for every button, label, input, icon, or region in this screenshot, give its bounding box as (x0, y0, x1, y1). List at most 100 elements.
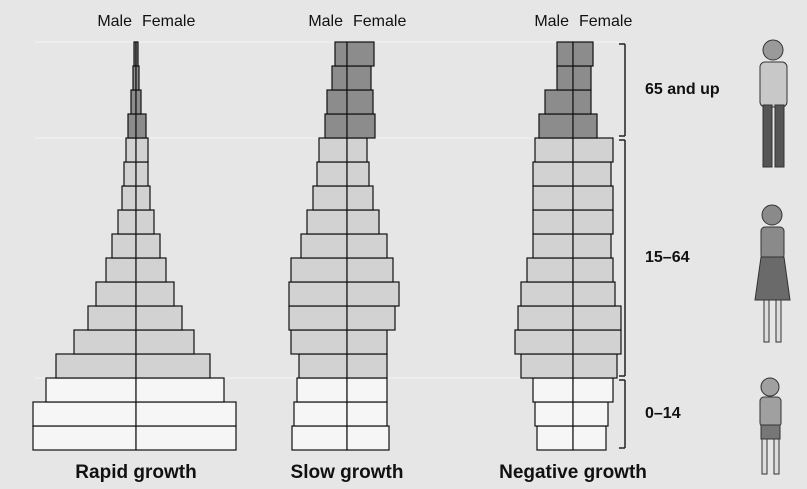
legend-male: Male (308, 13, 343, 30)
pyramid-bar (56, 354, 136, 378)
legend-male: Male (534, 13, 569, 30)
pyramid-bar (136, 306, 182, 330)
pyramid-bar (136, 354, 210, 378)
pyramid-bar (319, 138, 347, 162)
pyramid-bar (347, 354, 387, 378)
pyramid-bar (573, 210, 613, 234)
pyramid-bar (347, 114, 375, 138)
pyramid-bar (347, 210, 379, 234)
figure: 0–14 15–64 65 and up Male Female Rapid growth… (0, 0, 807, 489)
pyramid-bar (533, 186, 573, 210)
pyramid-bar (292, 426, 347, 450)
pyramid-bar (535, 138, 573, 162)
pyramid-bar (299, 354, 347, 378)
pyramid-bar (573, 282, 615, 306)
pyramid-bar (332, 66, 347, 90)
pyramid-bar (136, 330, 194, 354)
pyramid-bar (537, 426, 573, 450)
pyramid-bar (347, 234, 387, 258)
pyramid-bar (557, 66, 573, 90)
pyramid-bar (573, 42, 593, 66)
pyramid-bar (573, 426, 606, 450)
pyramid-bar (347, 426, 389, 450)
pyramid-bar (294, 402, 347, 426)
legend-female: Female (142, 13, 195, 30)
pyramid-bar (347, 42, 374, 66)
pyramid-bar (347, 282, 399, 306)
pyramid-bar (131, 90, 136, 114)
pyramid-bar (136, 42, 138, 66)
pyramid-bar (136, 402, 236, 426)
pyramid-bar (136, 90, 141, 114)
pyramid-bar (46, 378, 136, 402)
pyramid-bar (573, 234, 611, 258)
pyramid-bar (533, 162, 573, 186)
pyramid-bar (539, 114, 573, 138)
pyramid-bar (136, 378, 224, 402)
pyramid-bar (136, 114, 146, 138)
pyramid-bar (347, 90, 373, 114)
pyramid-bar (96, 282, 136, 306)
pyramid-bar (573, 114, 597, 138)
pyramid-bar (136, 234, 160, 258)
pyramid-bar (535, 402, 573, 426)
pyramid-bar (573, 138, 613, 162)
pyramid-bar (347, 306, 395, 330)
pyramid-bar (573, 378, 613, 402)
chart-title: Negative growth (499, 462, 647, 483)
pyramid-bar (573, 402, 608, 426)
age-group-label: 15–64 (645, 249, 690, 266)
pyramid-bar (327, 90, 347, 114)
pyramid-bar (347, 66, 371, 90)
pyramid-bar (301, 234, 347, 258)
chart-title: Rapid growth (75, 462, 196, 483)
pyramid-bar (325, 114, 347, 138)
pyramid-bar (128, 114, 136, 138)
pyramid-bar (521, 282, 573, 306)
pyramid-bar (573, 258, 613, 282)
pyramid-bar (297, 378, 347, 402)
pyramid-bar (118, 210, 136, 234)
age-group-label: 65 and up (645, 81, 720, 98)
pyramid-bar (136, 138, 148, 162)
pyramid-bar (347, 138, 367, 162)
pyramid-bar (106, 258, 136, 282)
pyramid-bar (289, 282, 347, 306)
legend-male: Male (97, 13, 132, 30)
pyramid-bar (33, 402, 136, 426)
pyramid-bar (527, 258, 573, 282)
page: 0–14 15–64 65 and up Male Female Rapid growth… (0, 0, 807, 489)
pyramid-bar (347, 402, 387, 426)
pyramid-bar (136, 66, 139, 90)
pyramid-bar (545, 90, 573, 114)
pyramid-bar (347, 330, 387, 354)
pyramid-bar (33, 426, 136, 450)
pyramid-bar (335, 42, 347, 66)
pyramid-bar (533, 210, 573, 234)
pyramid-bar (347, 258, 393, 282)
pyramid-bar (122, 186, 136, 210)
pyramid-bar (136, 210, 154, 234)
pyramid-bar (573, 330, 621, 354)
pyramid-bar (112, 234, 136, 258)
pyramid-bar (291, 330, 347, 354)
pyramid-bar (533, 378, 573, 402)
pyramid-bar (88, 306, 136, 330)
pyramid-bar (347, 378, 387, 402)
pyramid-bar (347, 186, 373, 210)
pyramid-bar (289, 306, 347, 330)
pyramid-bar (136, 258, 166, 282)
pyramid-bar (533, 234, 573, 258)
pyramid-bar (573, 186, 613, 210)
pyramid-bar (126, 138, 136, 162)
pyramid-bar (521, 354, 573, 378)
pyramid-bar (347, 162, 369, 186)
pyramid-bar (317, 162, 347, 186)
pyramid-bar (74, 330, 136, 354)
age-group-label: 0–14 (645, 405, 681, 422)
pyramid-bar (573, 90, 591, 114)
pyramid-bar (573, 306, 621, 330)
pyramid-bar (573, 354, 617, 378)
pyramid-bar (573, 162, 611, 186)
pyramid-bar (136, 282, 174, 306)
